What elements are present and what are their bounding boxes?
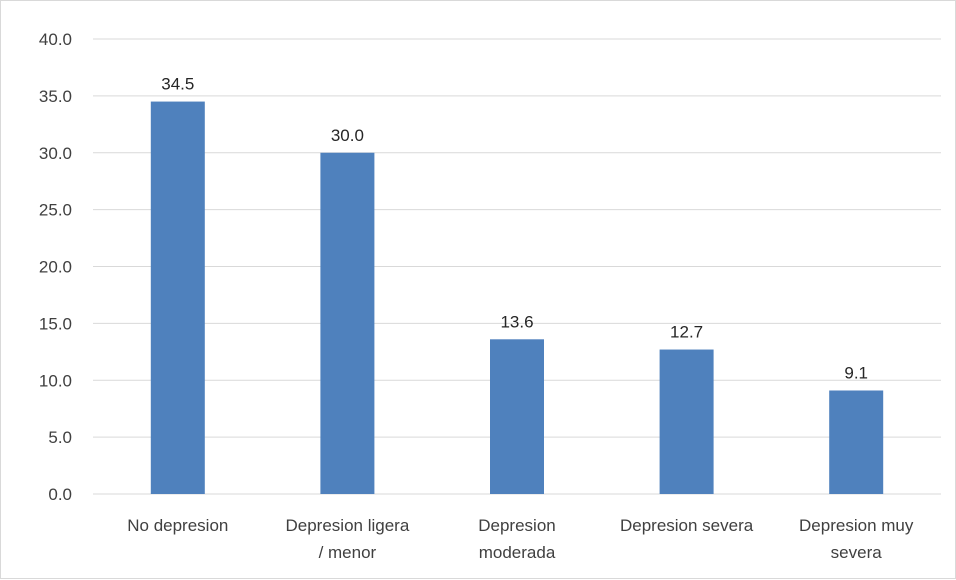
bar <box>320 152 375 494</box>
bar <box>829 390 884 494</box>
x-tick-label: No depresion <box>127 516 228 535</box>
x-tick-label: / menor <box>319 543 377 562</box>
x-tick-label: Depresion muy <box>799 516 914 535</box>
data-label: 9.1 <box>844 363 868 382</box>
data-label: 34.5 <box>161 75 194 94</box>
data-label: 30.0 <box>331 126 364 145</box>
x-tick-label: Depresion severa <box>620 516 754 535</box>
data-labels: 34.5 30.0 13.6 12.7 9.1 <box>161 75 868 383</box>
y-tick-label: 20.0 <box>39 258 72 277</box>
y-tick-label: 0.0 <box>48 485 72 504</box>
y-axis-ticks: 0.0 5.0 10.0 15.0 20.0 25.0 30.0 35.0 40.0 <box>39 30 72 504</box>
bar <box>659 349 714 494</box>
y-tick-label: 30.0 <box>39 144 72 163</box>
bar <box>490 339 544 494</box>
y-tick-label: 35.0 <box>39 87 72 106</box>
x-tick-label: Depresion ligera <box>286 516 410 535</box>
bars <box>150 101 884 494</box>
x-axis-ticks: No depresion Depresion ligera / menor Depre… <box>127 516 914 562</box>
y-tick-label: 15.0 <box>39 314 72 333</box>
data-label: 12.7 <box>670 323 703 342</box>
y-tick-label: 10.0 <box>39 371 72 390</box>
x-tick-label: moderada <box>479 543 556 562</box>
data-label: 13.6 <box>500 312 533 331</box>
bar <box>150 101 205 494</box>
x-tick-label: Depresion <box>478 516 556 535</box>
y-tick-label: 40.0 <box>39 30 72 49</box>
y-tick-label: 25.0 <box>39 201 72 220</box>
y-tick-label: 5.0 <box>48 428 72 447</box>
x-tick-label: severa <box>831 543 883 562</box>
gridlines <box>93 38 941 495</box>
